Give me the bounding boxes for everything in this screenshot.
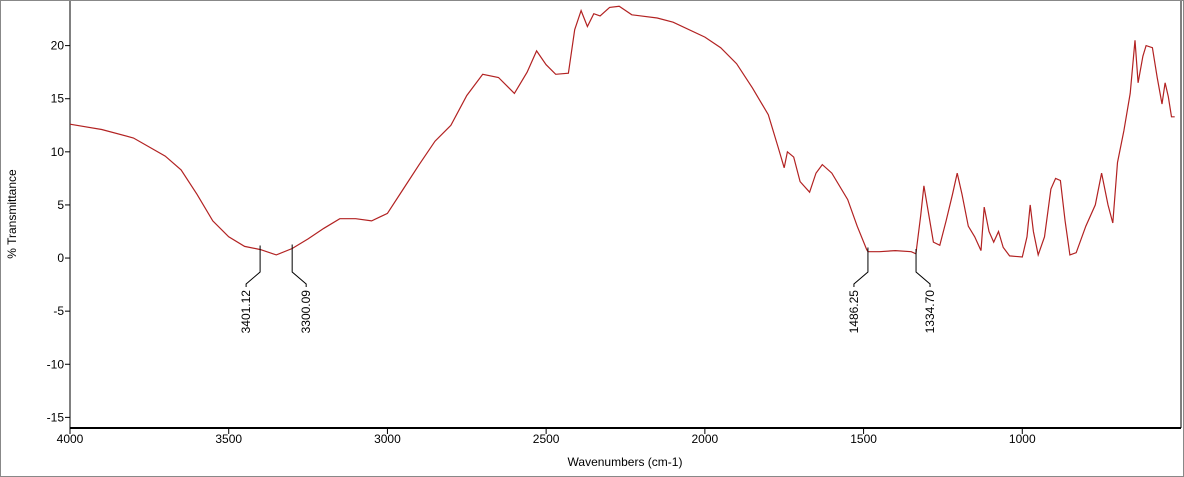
x-tick-label: 2000 (692, 432, 719, 446)
spectrum-line (69, 5, 1175, 258)
y-axis-label: % Transmittance (5, 169, 19, 259)
y-tick-label: -10 (47, 357, 65, 371)
x-tick-label: 4000 (57, 432, 84, 446)
peak-label: 1334.70 (923, 290, 937, 334)
y-tick-label: 5 (57, 198, 64, 212)
y-tick-label: -5 (53, 304, 64, 318)
x-tick-label: 1000 (1009, 432, 1036, 446)
y-tick-label: 0 (57, 251, 64, 265)
x-axis-label: Wavenumbers (cm-1) (568, 455, 683, 469)
x-tick-label: 2500 (533, 432, 560, 446)
y-tick-label: -15 (47, 410, 65, 424)
peak-leader (291, 244, 307, 287)
x-tick-label: 3500 (215, 432, 242, 446)
x-tick-label: 3000 (374, 432, 401, 446)
x-tick-label: 1500 (850, 432, 877, 446)
peak-label: 3300.09 (299, 290, 313, 334)
y-tick-label: 15 (51, 92, 65, 106)
peak-label: 3401.12 (239, 290, 253, 334)
y-tick-label: 10 (51, 145, 65, 159)
peak-leader (853, 247, 869, 287)
y-tick-label: 20 (51, 39, 65, 53)
peak-label: 1486.25 (847, 290, 861, 334)
peak-leader (915, 249, 931, 287)
peak-leader (245, 245, 261, 287)
